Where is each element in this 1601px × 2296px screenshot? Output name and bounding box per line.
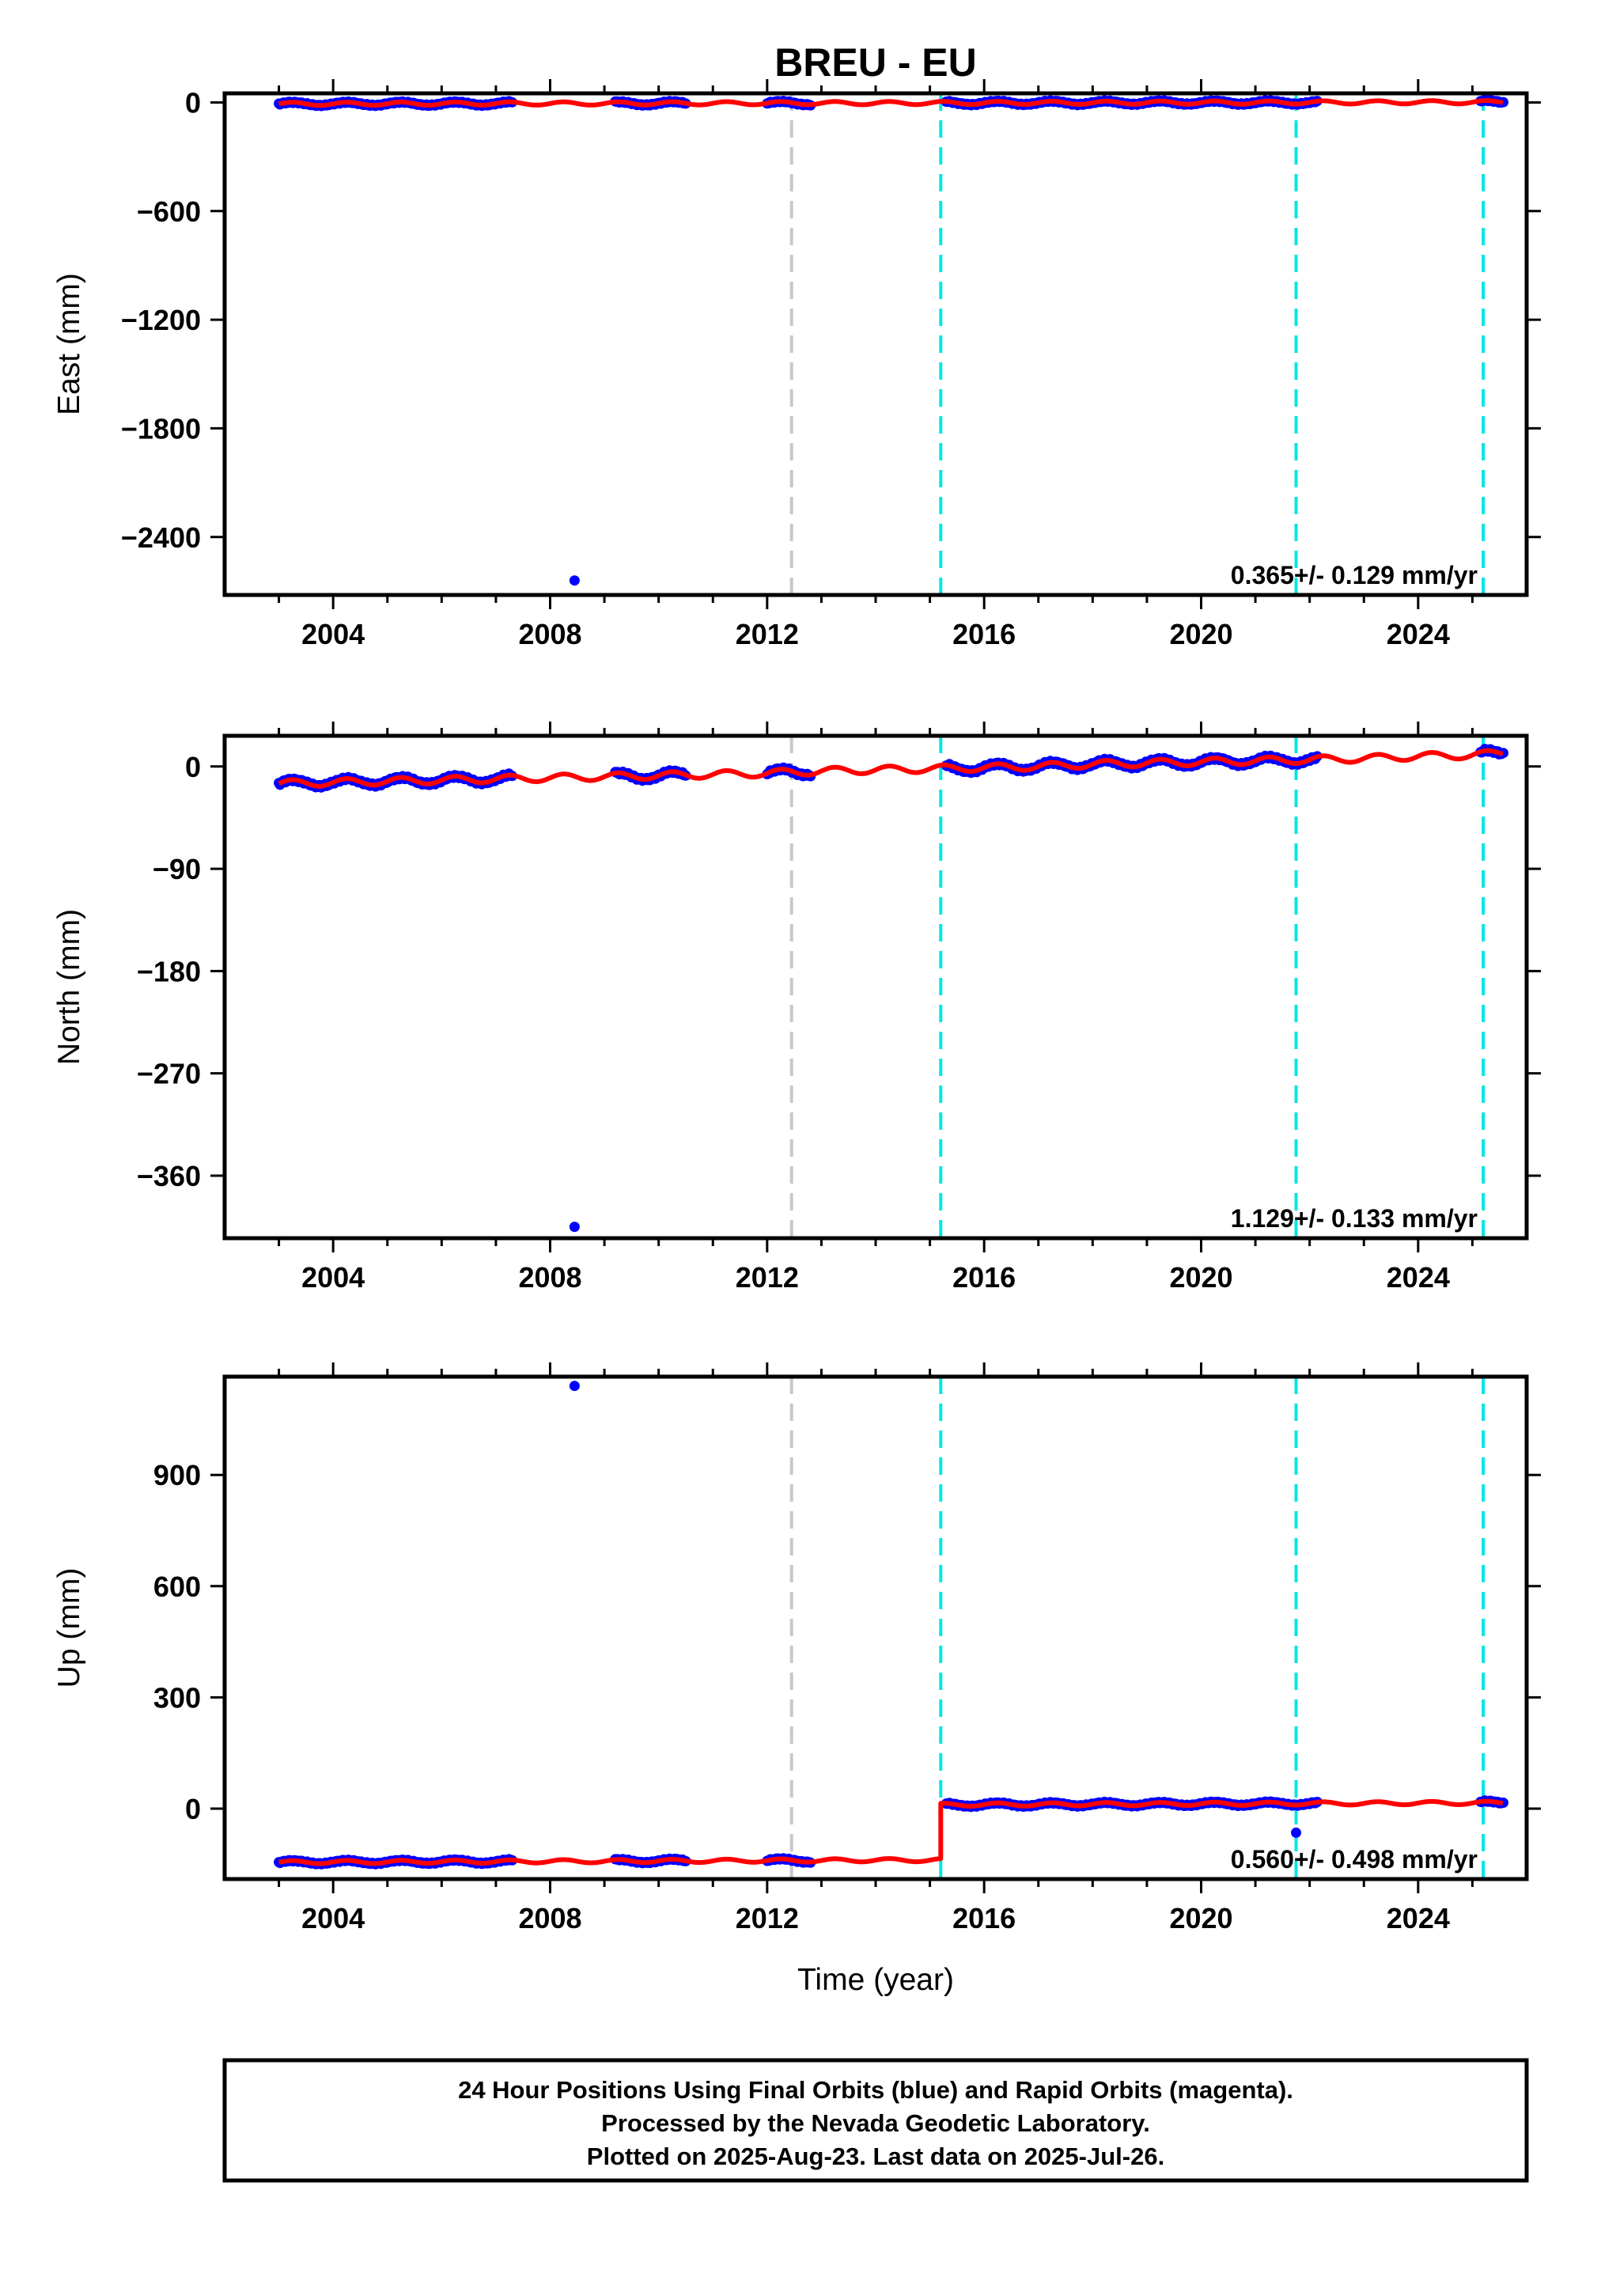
outlier-point-1	[569, 1222, 580, 1233]
y-tick-label: −180	[137, 955, 201, 987]
x-tick-label: 2004	[301, 1261, 365, 1294]
y-tick-label: −1200	[121, 304, 201, 336]
plot-frame	[222, 91, 1529, 597]
plot-frame	[222, 733, 1529, 1241]
y-tick-label: −90	[153, 853, 201, 885]
y-tick-label: −2400	[121, 521, 201, 554]
velocity-rate-label: 0.560+/- 0.498 mm/yr	[1231, 1845, 1478, 1874]
panel-2: 2004 2008 2012 2016 2020 2024 0 −90 −180 −270 −360…	[52, 722, 1541, 1294]
outlier-point-2	[1291, 1827, 1302, 1838]
panels: 2004 2008 2012 2016 2020 20240−600−1200−1800−…	[52, 79, 1541, 1997]
y-tick-label: 900	[153, 1459, 201, 1491]
panel-3: 2004 2008 2012 2016 2020 2024 900 600 300 0 Up (mm…	[52, 1362, 1541, 1997]
x-tick-label: 2012	[736, 1902, 799, 1934]
model-fit-line	[278, 1798, 1504, 1866]
x-tick-label: 2008	[518, 1902, 581, 1934]
x-tick-label: 2020	[1169, 1261, 1232, 1294]
y-axis-label: North (mm)	[52, 909, 86, 1065]
x-tick-label: 2016	[952, 618, 1016, 650]
x-tick-label: 2020	[1169, 1902, 1232, 1934]
outlier-point-1	[569, 1381, 580, 1392]
x-tick-label: 2020	[1169, 618, 1232, 650]
x-tick-label: 2004	[301, 1902, 365, 1934]
y-axis-label: Up (mm)	[52, 1568, 86, 1688]
y-tick-label: −1800	[121, 412, 201, 445]
y-tick-label: 300	[153, 1681, 201, 1714]
caption-frame	[222, 2058, 1529, 2183]
x-tick-label: 2008	[518, 1261, 581, 1294]
y-tick-label: −600	[137, 195, 201, 228]
chart-title: BREU - EU	[774, 40, 977, 85]
x-tick-label: 2024	[1387, 1902, 1450, 1934]
caption-line-2: Processed by the Nevada Geodetic Laborat…	[601, 2109, 1150, 2137]
x-tick-label: 2008	[518, 618, 581, 650]
x-tick-label: 2012	[736, 618, 799, 650]
caption-line-3: Plotted on 2025-Aug-23. Last data on 202…	[587, 2143, 1164, 2170]
velocity-rate-label: 1.129+/- 0.133 mm/yr	[1231, 1204, 1478, 1233]
caption-box: 24 Hour Positions Using Final Orbits (bl…	[222, 2058, 1529, 2183]
x-tick-label: 2024	[1387, 1261, 1450, 1294]
y-axis-label: East (mm)	[52, 273, 86, 415]
panel-1: 2004 2008 2012 2016 2020 2024 0 −600 −1200 −1800 −…	[52, 79, 1541, 650]
x-tick-label: 2016	[952, 1261, 1016, 1294]
y-tick-label: 0	[185, 751, 201, 783]
y-tick-label: 0	[185, 1793, 201, 1825]
y-tick-label: −360	[137, 1160, 201, 1192]
caption-line-1: 24 Hour Positions Using Final Orbits (bl…	[458, 2076, 1293, 2104]
y-tick-label: 600	[153, 1570, 201, 1603]
x-tick-label: 2004	[301, 618, 365, 650]
y-tick-label: 0	[185, 86, 201, 119]
x-axis-label: Time (year)	[797, 1963, 954, 1997]
x-tick-label: 2016	[952, 1902, 1016, 1934]
velocity-rate-label: 0.365+/- 0.129 mm/yr	[1231, 561, 1478, 589]
outlier-point-1	[569, 575, 580, 586]
x-tick-label: 2024	[1387, 618, 1450, 650]
x-tick-label: 2012	[736, 1261, 799, 1294]
y-tick-label: −270	[137, 1058, 201, 1090]
model-fit-line	[278, 748, 1504, 789]
model-fit-line	[278, 98, 1504, 108]
